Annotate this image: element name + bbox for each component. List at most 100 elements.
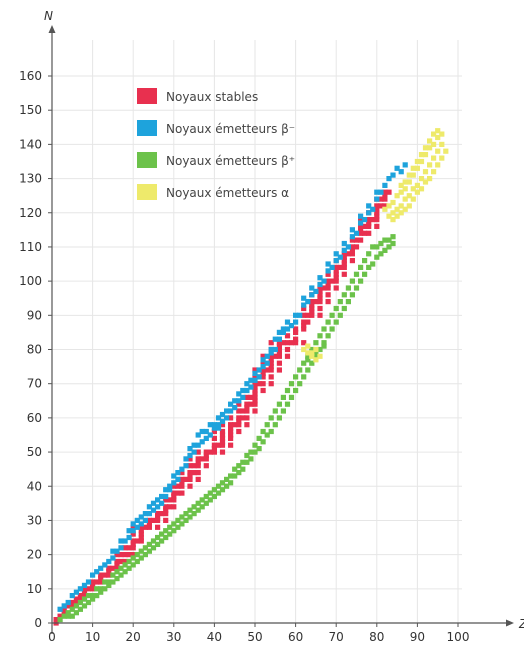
data-point xyxy=(406,179,412,185)
data-point xyxy=(240,387,246,394)
data-point xyxy=(134,552,140,558)
data-point xyxy=(341,292,347,298)
data-point xyxy=(321,285,327,291)
data-point xyxy=(422,145,429,151)
data-point xyxy=(187,456,193,462)
data-point xyxy=(126,528,132,534)
data-point xyxy=(130,562,136,568)
data-point xyxy=(248,456,254,462)
data-point xyxy=(325,299,331,305)
data-point xyxy=(280,408,286,414)
data-point xyxy=(414,189,420,195)
data-point xyxy=(106,558,112,565)
data-point xyxy=(65,610,71,616)
data-point xyxy=(179,466,185,472)
data-point xyxy=(321,326,327,332)
data-point xyxy=(155,541,161,547)
data-point xyxy=(118,552,124,558)
data-point xyxy=(297,312,303,318)
data-point xyxy=(203,449,209,455)
data-point xyxy=(337,299,343,305)
data-point xyxy=(163,493,169,500)
data-point xyxy=(57,613,63,619)
data-point xyxy=(333,268,339,274)
data-point xyxy=(138,521,144,527)
data-point xyxy=(240,408,246,414)
data-point xyxy=(159,531,165,537)
data-point xyxy=(171,528,177,534)
data-point xyxy=(232,466,238,472)
data-point xyxy=(81,596,88,602)
data-point xyxy=(171,480,177,486)
series-group xyxy=(301,128,449,363)
y-tick-label: 70 xyxy=(27,377,42,391)
data-point xyxy=(293,319,299,325)
data-point xyxy=(203,428,209,435)
x-tick-label: 50 xyxy=(247,630,262,644)
data-point xyxy=(366,217,372,223)
data-point xyxy=(175,483,181,489)
data-point xyxy=(276,415,282,421)
data-point xyxy=(195,442,201,448)
data-point xyxy=(69,606,75,612)
data-point xyxy=(422,169,429,175)
data-point xyxy=(309,346,315,353)
y-axis-label: N xyxy=(44,9,53,23)
data-point xyxy=(288,381,295,387)
data-point xyxy=(337,254,343,260)
data-point xyxy=(130,541,136,547)
data-point xyxy=(382,189,388,195)
data-point xyxy=(90,579,96,585)
tick-labels: 0 10 20 30 40 50 60 70 80 90 100 0 10 20 30 40 50 60 70 80 9… xyxy=(19,69,469,644)
data-point xyxy=(252,394,258,400)
data-point xyxy=(224,476,230,482)
data-point xyxy=(374,217,380,223)
data-point xyxy=(114,548,120,554)
data-point xyxy=(313,353,319,359)
data-point xyxy=(199,504,205,510)
data-point xyxy=(382,237,388,243)
data-point xyxy=(236,408,242,414)
data-point xyxy=(301,295,307,301)
data-point xyxy=(390,217,396,223)
data-point xyxy=(130,552,136,558)
data-point xyxy=(378,251,384,257)
data-point xyxy=(240,459,246,465)
data-point xyxy=(122,538,128,544)
data-point xyxy=(236,415,242,421)
data-point xyxy=(142,511,148,517)
data-point xyxy=(349,258,355,264)
data-point xyxy=(325,333,331,339)
data-point xyxy=(268,415,274,421)
data-point xyxy=(386,176,392,182)
data-point xyxy=(301,346,307,353)
data-point xyxy=(268,381,274,387)
data-point xyxy=(280,326,286,332)
data-point xyxy=(402,179,408,185)
data-point xyxy=(244,394,250,400)
data-point xyxy=(248,394,254,400)
data-point xyxy=(228,442,234,448)
data-point xyxy=(427,145,433,151)
data-point xyxy=(293,326,299,332)
data-point xyxy=(394,165,400,171)
data-point xyxy=(228,422,234,428)
data-point xyxy=(150,517,157,523)
data-point xyxy=(219,435,226,441)
data-point xyxy=(402,196,408,202)
data-point xyxy=(195,456,201,462)
data-point xyxy=(317,305,323,312)
data-point xyxy=(61,606,67,612)
data-point xyxy=(333,319,339,325)
data-point xyxy=(252,381,258,387)
data-point xyxy=(69,603,75,609)
x-tick-label: 80 xyxy=(369,630,384,644)
data-point xyxy=(110,565,116,571)
data-point xyxy=(284,346,291,353)
data-point xyxy=(349,227,355,233)
data-point xyxy=(422,179,429,185)
data-point xyxy=(179,476,185,482)
data-point xyxy=(179,480,185,486)
data-point xyxy=(366,223,372,229)
data-point xyxy=(252,367,258,373)
